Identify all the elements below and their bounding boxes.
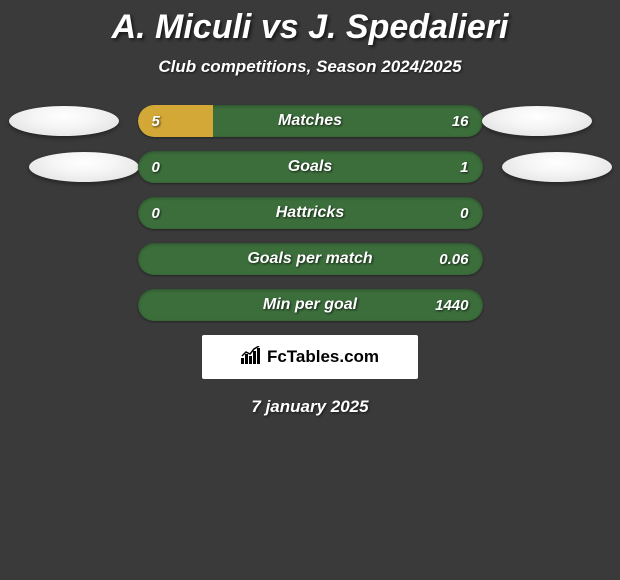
team-right-slot: [483, 152, 611, 182]
team-left-slot: [10, 106, 138, 136]
stats-list: 5Matches160Goals10Hattricks0Goals per ma…: [0, 105, 620, 321]
stat-value-right: 16: [452, 105, 469, 137]
stat-row: Goals per match0.06: [0, 243, 620, 275]
stat-label: Hattricks: [138, 197, 483, 229]
stat-row: 0Hattricks0: [0, 197, 620, 229]
brand-badge[interactable]: FcTables.com: [202, 335, 418, 379]
team-left-badge: [29, 152, 139, 182]
stat-bar: Min per goal1440: [138, 289, 483, 321]
team-right-badge: [502, 152, 612, 182]
stat-label: Matches: [138, 105, 483, 137]
chart-icon: [241, 346, 263, 369]
team-left-slot: [10, 152, 138, 182]
stat-label: Min per goal: [138, 289, 483, 321]
team-right-badge: [482, 106, 592, 136]
stat-bar: 0Goals1: [138, 151, 483, 183]
page-title: A. Miculi vs J. Spedalieri: [0, 8, 620, 47]
stat-bar: 5Matches16: [138, 105, 483, 137]
team-left-badge: [9, 106, 119, 136]
team-right-slot: [483, 106, 611, 136]
stat-value-right: 0.06: [439, 243, 468, 275]
comparison-card: A. Miculi vs J. Spedalieri Club competit…: [0, 0, 620, 417]
stat-label: Goals: [138, 151, 483, 183]
stat-row: 5Matches16: [0, 105, 620, 137]
stat-row: 0Goals1: [0, 151, 620, 183]
stat-value-right: 1: [460, 151, 468, 183]
date-text: 7 january 2025: [0, 397, 620, 417]
stat-value-right: 0: [460, 197, 468, 229]
brand-text: FcTables.com: [267, 347, 379, 367]
stat-bar: Goals per match0.06: [138, 243, 483, 275]
stat-value-right: 1440: [435, 289, 468, 321]
stat-row: Min per goal1440: [0, 289, 620, 321]
stat-label: Goals per match: [138, 243, 483, 275]
stat-bar: 0Hattricks0: [138, 197, 483, 229]
subtitle: Club competitions, Season 2024/2025: [0, 57, 620, 77]
